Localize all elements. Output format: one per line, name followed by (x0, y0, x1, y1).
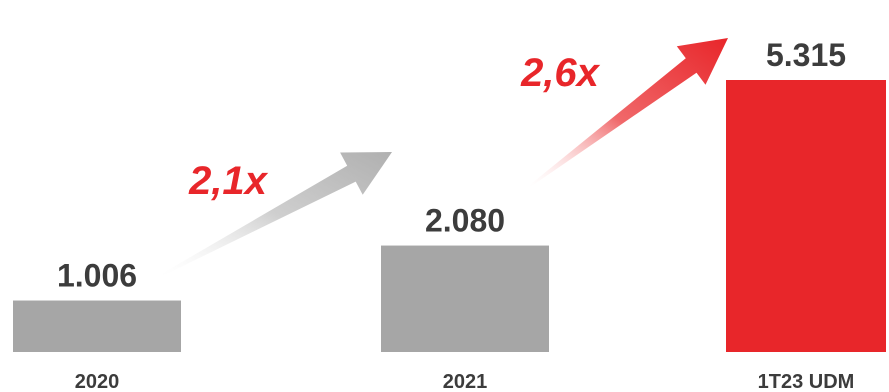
labels: 1.006 2020 2.080 2021 5.315 1T23 UDM 2,1x 2,6x (57, 37, 854, 392)
bar-2021 (381, 245, 549, 352)
bar-2020 (13, 300, 181, 352)
bars (13, 80, 886, 352)
value-label-2020: 1.006 (57, 258, 137, 294)
value-label-1t23-udm: 5.315 (766, 37, 846, 73)
growth-arrow-2020-2021 (159, 152, 392, 277)
category-label-2021: 2021 (443, 371, 488, 392)
category-label-1t23-udm: 1T23 UDM (758, 371, 855, 392)
value-label-2021: 2.080 (425, 203, 505, 239)
growth-label-1: 2,1x (188, 159, 269, 203)
growth-arrow-2021-1t23 (529, 38, 728, 187)
growth-label-2: 2,6x (520, 51, 601, 95)
category-label-2020: 2020 (75, 371, 120, 392)
bar-1t23-udm (726, 80, 886, 352)
growth-arrows (159, 38, 728, 277)
